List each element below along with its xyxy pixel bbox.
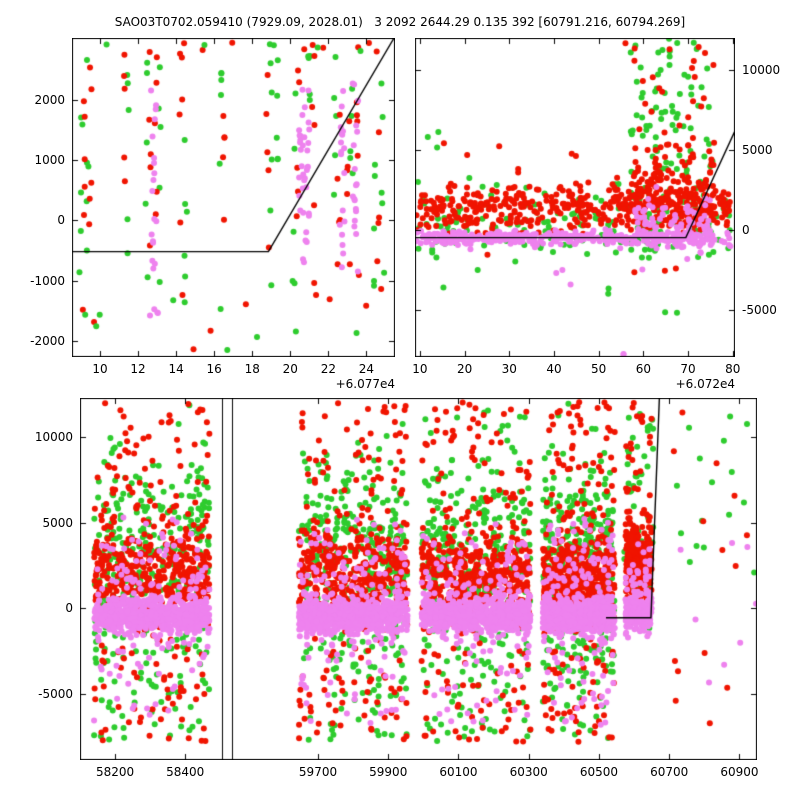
- scatter-canvas-top-left: [72, 38, 395, 357]
- x-tick-label: 60500: [579, 765, 619, 779]
- x-tick-label: 58200: [95, 765, 135, 779]
- x-tick-label: 10: [92, 362, 108, 376]
- scatter-canvas-bottom: [80, 398, 757, 760]
- x-tick-label: 59700: [298, 765, 338, 779]
- y-tick-label: 1000: [34, 153, 65, 168]
- x-tick-label: 60300: [509, 765, 548, 779]
- y-tick-label: 5000: [742, 142, 773, 157]
- x-tick-label: 30: [501, 362, 517, 376]
- x-tick-label: 20: [282, 362, 298, 376]
- x-tick-label: 80: [725, 362, 741, 376]
- x-tick-label: 24: [358, 362, 375, 376]
- x-tick-label: 60700: [650, 765, 689, 779]
- y-tick-label: 5000: [42, 515, 73, 530]
- x-tick-label: 16: [206, 362, 222, 376]
- x-tick-label: 50: [591, 362, 607, 376]
- chart-title: SAO03T0702.059410 (7929.09, 2028.01) 3 2…: [114, 15, 686, 29]
- y-tick-label: 10000: [742, 62, 781, 77]
- x-tick-label: 10: [412, 362, 428, 376]
- x-axis-offset-label: +6.072e4: [675, 377, 735, 391]
- x-tick-label: 18: [244, 362, 260, 376]
- panel-top-left: [72, 38, 395, 357]
- y-tick-label: 0: [57, 213, 65, 228]
- y-tick-label: -2000: [30, 333, 65, 348]
- x-tick-label: 59900: [369, 765, 408, 779]
- panel-top-right: [415, 38, 735, 357]
- x-tick-label: 22: [320, 362, 337, 376]
- scatter-canvas-top-right: [415, 38, 735, 357]
- y-tick-label: 0: [65, 601, 73, 616]
- x-tick-label: 58400: [166, 765, 205, 779]
- x-tick-label: 60900: [720, 765, 759, 779]
- x-tick-label: 60: [635, 362, 652, 376]
- x-tick-label: 12: [130, 362, 146, 376]
- x-tick-label: 40: [546, 362, 562, 376]
- y-tick-label: 0: [742, 222, 750, 237]
- x-tick-label: 60100: [439, 765, 478, 779]
- y-tick-label: 10000: [34, 430, 73, 445]
- panel-bottom: [80, 398, 757, 760]
- x-axis-offset-label: +6.077e4: [335, 377, 395, 391]
- y-tick-label: -1000: [30, 273, 65, 288]
- y-tick-label: -5000: [742, 302, 777, 317]
- y-tick-label: 2000: [34, 92, 65, 107]
- y-tick-label: -5000: [38, 686, 73, 701]
- x-tick-label: 14: [168, 362, 184, 376]
- x-tick-label: 70: [680, 362, 696, 376]
- x-tick-label: 20: [456, 362, 473, 376]
